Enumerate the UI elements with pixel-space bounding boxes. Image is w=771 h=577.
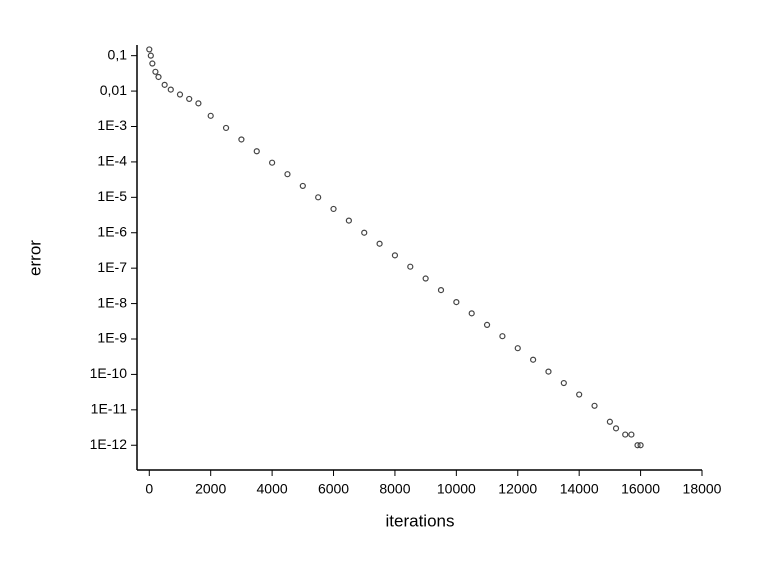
y-tick-label: 1E-5	[97, 188, 127, 204]
point	[253, 148, 260, 155]
point	[152, 68, 159, 75]
point	[315, 194, 322, 201]
x-tick-label: 18000	[683, 481, 722, 497]
point	[147, 52, 154, 59]
x-tick-label: 14000	[560, 481, 599, 497]
point	[161, 81, 168, 88]
point	[167, 86, 174, 93]
point	[634, 442, 641, 449]
point	[207, 112, 214, 119]
point	[591, 402, 598, 409]
y-axis-label: error	[25, 240, 44, 276]
point	[269, 159, 276, 166]
point	[146, 46, 153, 53]
y-tick-label: 1E-9	[97, 330, 127, 346]
x-tick-label: 6000	[318, 481, 349, 497]
y-tick-label: 1E-3	[97, 117, 127, 133]
x-tick-label: 12000	[498, 481, 537, 497]
y-tick-label: 0,01	[100, 82, 127, 98]
point	[637, 442, 644, 449]
point	[284, 171, 291, 178]
point	[155, 73, 162, 81]
y-tick-label: 1E-4	[97, 153, 127, 169]
point	[376, 240, 383, 247]
point	[422, 275, 429, 282]
point	[622, 431, 629, 438]
point	[628, 431, 635, 438]
point	[499, 333, 506, 340]
point	[606, 418, 613, 425]
point	[299, 182, 306, 190]
point	[514, 345, 521, 352]
point	[468, 310, 475, 317]
point	[345, 217, 352, 224]
point	[560, 379, 567, 387]
y-tick-label: 1E-11	[91, 401, 128, 417]
point	[437, 287, 445, 294]
y-tick-label: 1E-7	[97, 259, 127, 275]
x-axis-label: iterations	[386, 511, 455, 530]
x-tick-label: 4000	[257, 481, 288, 497]
point	[361, 229, 368, 236]
point	[483, 321, 491, 329]
point	[238, 136, 245, 143]
point	[330, 205, 337, 213]
x-tick-label: 16000	[621, 481, 660, 497]
point	[576, 391, 583, 398]
point	[453, 299, 460, 306]
x-tick-label: 10000	[437, 481, 476, 497]
y-tick-label: 1E-8	[97, 294, 127, 310]
point	[222, 124, 230, 132]
y-tick-label: 1E-10	[90, 365, 128, 381]
point	[530, 356, 537, 363]
point	[612, 425, 620, 432]
point	[391, 252, 399, 259]
point	[149, 60, 156, 67]
point	[545, 368, 552, 375]
y-tick-label: 1E-6	[97, 223, 127, 239]
y-tick-label: 0,1	[108, 46, 128, 62]
x-tick-label: 0	[145, 481, 153, 497]
y-tick-label: 1E-12	[90, 436, 128, 452]
point	[176, 91, 184, 98]
x-tick-label: 2000	[195, 481, 226, 497]
point	[407, 263, 414, 270]
point	[195, 100, 202, 107]
x-tick-label: 8000	[379, 481, 410, 497]
point	[186, 95, 193, 103]
